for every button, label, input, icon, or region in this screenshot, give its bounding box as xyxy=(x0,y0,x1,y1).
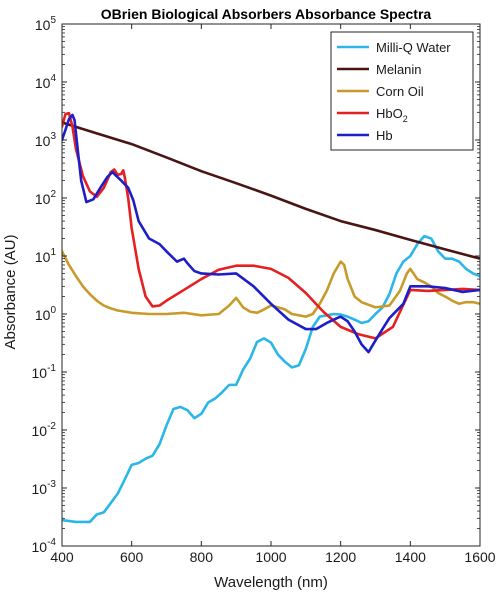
y-tick-label: 10-2 xyxy=(32,421,57,439)
legend-label-0: Milli-Q Water xyxy=(376,40,451,55)
series-layer xyxy=(62,113,480,522)
x-tick-label: 1400 xyxy=(395,549,426,565)
y-tick-label: 102 xyxy=(35,189,57,207)
x-tick-label: 1000 xyxy=(255,549,286,565)
legend-label-1: Melanin xyxy=(376,62,422,77)
y-tick-label: 105 xyxy=(35,15,57,33)
legend-label-2: Corn Oil xyxy=(376,84,424,99)
x-tick-label: 400 xyxy=(50,549,74,565)
chart-title: OBrien Biological Absorbers Absorbance S… xyxy=(101,6,432,22)
x-axis-label: Wavelength (nm) xyxy=(214,574,328,591)
x-tick-label: 600 xyxy=(120,549,144,565)
y-tick-label: 104 xyxy=(35,73,57,91)
y-tick-label: 103 xyxy=(35,131,57,149)
y-tick-label: 100 xyxy=(35,305,57,323)
y-tick-label: 101 xyxy=(35,247,57,265)
legend-label-4: Hb xyxy=(376,128,393,143)
y-tick-label: 10-1 xyxy=(32,363,57,381)
series-line-2 xyxy=(62,251,480,316)
x-tick-label: 1200 xyxy=(325,549,356,565)
series-line-4 xyxy=(62,115,480,352)
x-tick-label: 800 xyxy=(190,549,214,565)
y-tick-label: 10-3 xyxy=(32,479,57,497)
y-axis-label: Absorbance (AU) xyxy=(2,234,19,349)
x-tick-label: 1600 xyxy=(464,549,495,565)
